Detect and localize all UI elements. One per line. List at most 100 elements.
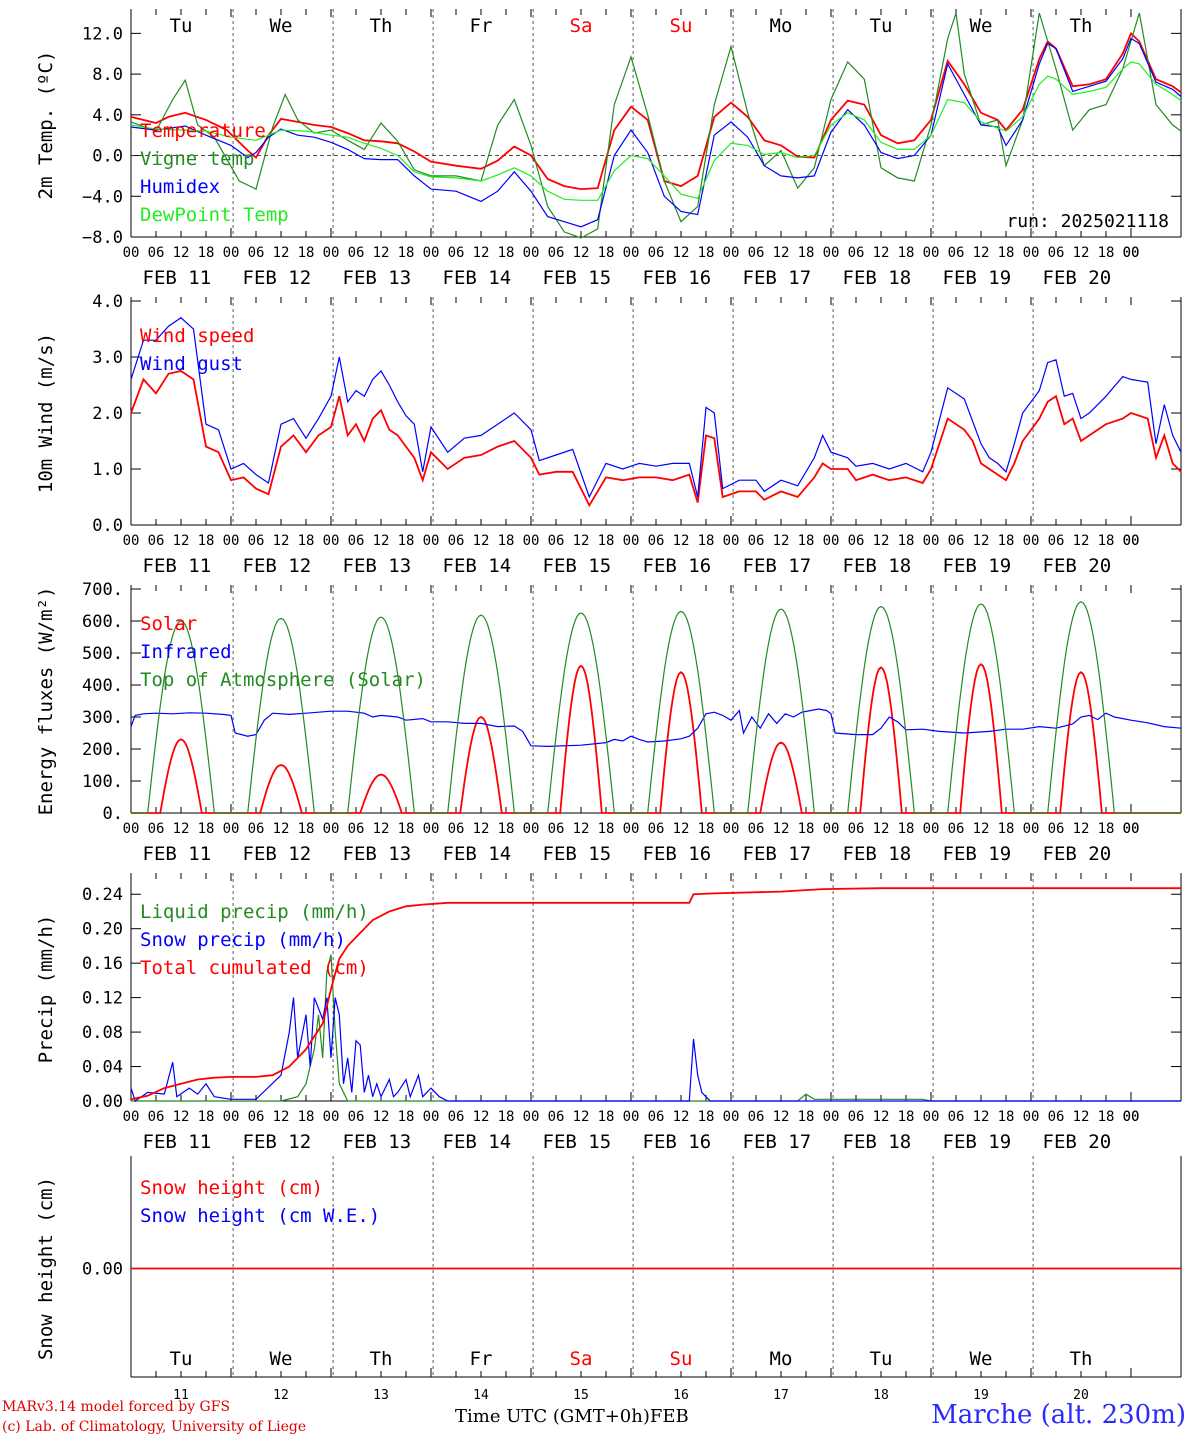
- y-tick-label: 0.0: [92, 516, 123, 536]
- hour-tick-label: 00: [623, 245, 640, 261]
- day-number-label: 13: [373, 1388, 389, 1403]
- y-tick-label: 0.00: [82, 1260, 123, 1280]
- day-label: FEB 13: [343, 267, 412, 289]
- hour-tick-label: 06: [248, 821, 265, 837]
- hour-tick-label: 18: [598, 1109, 615, 1125]
- hour-tick-label: 18: [898, 245, 915, 261]
- y-tick-label: 200.: [82, 740, 123, 760]
- weekday-label: Su: [670, 1348, 693, 1370]
- hour-tick-label: 06: [648, 533, 665, 549]
- y-tick-label: 0.24: [82, 885, 123, 905]
- hour-tick-label: 06: [848, 245, 865, 261]
- y-tick-label: 0.08: [82, 1023, 123, 1043]
- hour-tick-label: 06: [548, 821, 565, 837]
- day-label: FEB 17: [743, 267, 812, 289]
- hour-tick-label: 18: [398, 1109, 415, 1125]
- day-label: FEB 18: [843, 555, 912, 577]
- hour-tick-label: 18: [1098, 821, 1115, 837]
- hour-tick-label: 18: [898, 821, 915, 837]
- hour-tick-label: 18: [498, 821, 515, 837]
- weekday-label: Sa: [570, 1348, 593, 1370]
- lab-credit: (c) Lab. of Climatology, University of L…: [2, 1419, 307, 1435]
- day-label: FEB 14: [443, 843, 512, 865]
- hour-tick-label: 06: [248, 533, 265, 549]
- hour-tick-label: 06: [1048, 821, 1065, 837]
- day-number-label: 20: [1073, 1388, 1089, 1403]
- hour-tick-label: 18: [1098, 533, 1115, 549]
- hour-tick-label: 00: [223, 821, 240, 837]
- hour-tick-label: 00: [923, 533, 940, 549]
- hour-tick-label: 12: [673, 533, 690, 549]
- hour-tick-label: 12: [473, 245, 490, 261]
- day-number-label: 14: [473, 1388, 489, 1403]
- hour-tick-label: 00: [723, 821, 740, 837]
- day-number-label: 19: [973, 1388, 989, 1403]
- day-label: FEB 12: [243, 555, 312, 577]
- hour-tick-label: 06: [648, 821, 665, 837]
- hour-tick-label: 00: [1023, 1109, 1040, 1125]
- hour-tick-label: 00: [1123, 533, 1140, 549]
- hour-tick-label: 06: [1048, 245, 1065, 261]
- hour-tick-label: 12: [473, 821, 490, 837]
- hour-tick-label: 00: [823, 245, 840, 261]
- series-line-vigne-temp: [130, 12, 1182, 239]
- hour-tick-label: 00: [123, 1109, 140, 1125]
- hour-tick-label: 06: [648, 1109, 665, 1125]
- hour-tick-label: 00: [923, 245, 940, 261]
- day-label: FEB 20: [1043, 1131, 1112, 1153]
- day-label: FEB 15: [543, 555, 612, 577]
- day-label: FEB 18: [843, 843, 912, 865]
- hour-tick-label: 00: [423, 533, 440, 549]
- hour-tick-label: 18: [198, 533, 215, 549]
- hour-tick-label: 12: [1073, 533, 1090, 549]
- hour-tick-label: 00: [823, 533, 840, 549]
- day-label: FEB 12: [243, 1131, 312, 1153]
- day-number-label: 16: [673, 1388, 689, 1403]
- hour-tick-label: 18: [998, 245, 1015, 261]
- time-axis-month: FEB: [649, 1406, 689, 1427]
- hour-tick-label: 00: [823, 821, 840, 837]
- panel-snow: Tu We Th Fr Sa Su Mo Tu We Th 11 12 13 14 15 16 17 18 19 20…: [35, 1156, 1182, 1403]
- legend-snow-height-cm-w-e: Snow height (cm W.E.): [140, 1205, 380, 1227]
- y-axis-label: Snow height (cm): [35, 1177, 57, 1360]
- hour-tick-label: 06: [448, 245, 465, 261]
- weekday-label: We: [270, 1348, 293, 1370]
- day-label: FEB 16: [643, 555, 712, 577]
- hour-tick-label: 00: [123, 821, 140, 837]
- day-label: FEB 12: [243, 843, 312, 865]
- weekday-label: Fr: [470, 15, 493, 37]
- hour-tick-label: 06: [348, 821, 365, 837]
- hour-tick-label: 06: [448, 1109, 465, 1125]
- weekday-label: Tu: [870, 1348, 893, 1370]
- weekday-label: We: [970, 15, 993, 37]
- weekday-label: Su: [670, 15, 693, 37]
- y-tick-label: −4.0: [82, 187, 123, 207]
- hour-tick-label: 12: [473, 533, 490, 549]
- weekday-label: Tu: [170, 1348, 193, 1370]
- hour-tick-label: 00: [523, 821, 540, 837]
- legend-total-cumulated-cm: Total cumulated (cm): [140, 957, 369, 979]
- series-line-infrared: [130, 708, 1182, 748]
- hour-tick-label: 12: [673, 245, 690, 261]
- hour-tick-label: 06: [948, 245, 965, 261]
- y-tick-label: 8.0: [92, 65, 123, 85]
- legend-wind-gust: Wind gust: [140, 353, 243, 375]
- series-line-top-of-atmosphere-solar: [131, 601, 1181, 814]
- series-line-humidex: [130, 37, 1182, 228]
- hour-tick-label: 12: [773, 821, 790, 837]
- day-label: FEB 17: [743, 555, 812, 577]
- y-tick-label: 2.0: [92, 404, 123, 424]
- weekday-label: Th: [370, 15, 393, 37]
- hour-tick-label: 06: [748, 1109, 765, 1125]
- legend-snow-height-cm: Snow height (cm): [140, 1177, 323, 1199]
- hour-tick-label: 12: [573, 1109, 590, 1125]
- series-line-liquid-precip-mm-h: [131, 954, 1181, 1102]
- hour-tick-label: 18: [398, 821, 415, 837]
- hour-tick-label: 00: [223, 245, 240, 261]
- hour-tick-label: 18: [598, 533, 615, 549]
- hour-tick-label: 18: [198, 821, 215, 837]
- hour-tick-label: 12: [973, 533, 990, 549]
- day-label: FEB 14: [443, 267, 512, 289]
- hour-tick-label: 00: [323, 821, 340, 837]
- run-annotation: run: 2025021118: [1006, 211, 1169, 232]
